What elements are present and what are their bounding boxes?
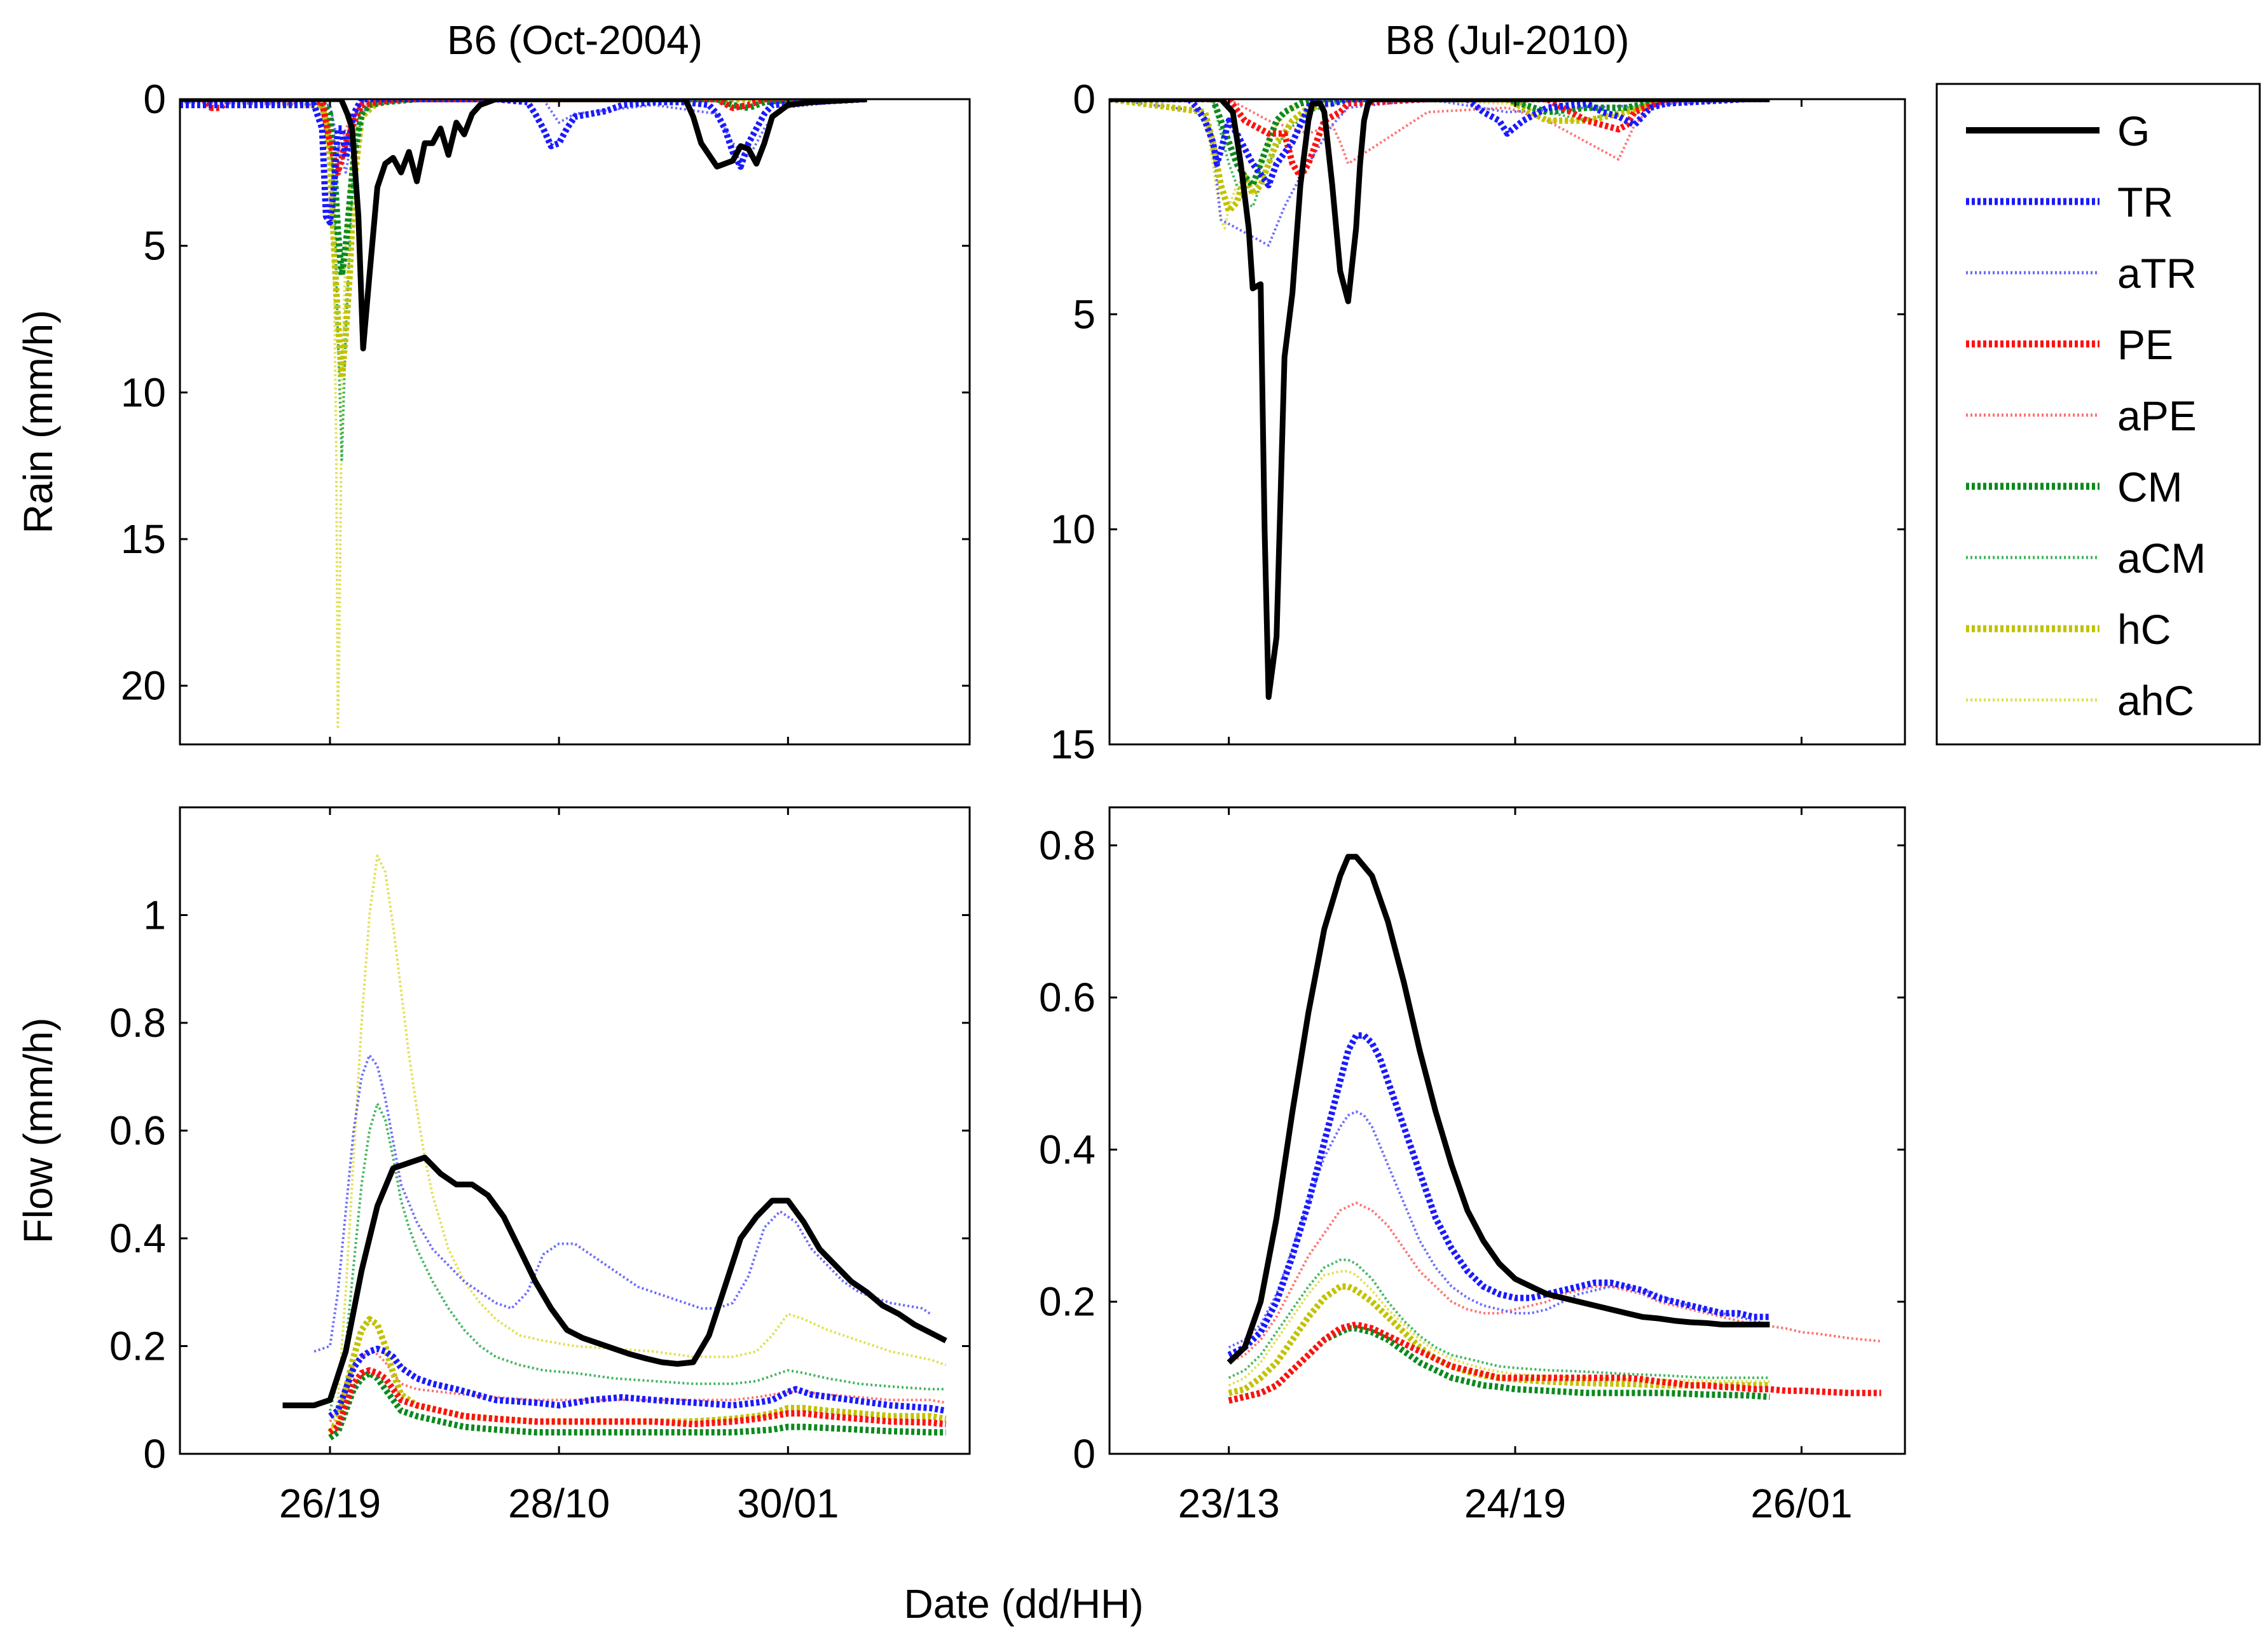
series-line-CM bbox=[328, 1369, 946, 1440]
x-tick-label: 26/19 bbox=[279, 1481, 381, 1526]
y-tick-label: 0 bbox=[1073, 1431, 1096, 1477]
legend-label-TR: TR bbox=[2117, 179, 2173, 226]
legend: G TR aTR PE aPE CM aCM hC ahC bbox=[1935, 83, 2261, 746]
series-line-PE bbox=[180, 99, 867, 176]
legend-label-PE: PE bbox=[2117, 321, 2173, 368]
y-tick-label: 10 bbox=[121, 369, 166, 415]
series-line-G bbox=[180, 99, 867, 352]
series-line-aPE bbox=[1228, 1201, 1881, 1364]
series-group bbox=[1110, 99, 1770, 701]
series-line-aTR bbox=[313, 1053, 931, 1353]
legend-label-aPE: aPE bbox=[2117, 392, 2197, 439]
series-line-PE bbox=[1110, 99, 1770, 180]
series-line-ahC bbox=[329, 854, 947, 1439]
series-group bbox=[1227, 854, 1881, 1404]
series-line-CM bbox=[1110, 99, 1770, 189]
legend-box bbox=[1935, 83, 2261, 746]
series-line-TR bbox=[180, 99, 867, 226]
y-tick-label: 5 bbox=[1073, 291, 1096, 337]
y-axis-title: Flow (mm/h) bbox=[15, 1018, 61, 1244]
plot-frame bbox=[1108, 98, 1906, 746]
series-line-PE bbox=[1228, 1321, 1881, 1404]
y-tick-label: 0.6 bbox=[109, 1108, 166, 1154]
y-tick-label: 0.2 bbox=[1039, 1279, 1096, 1325]
y-tick-label: 1 bbox=[143, 893, 166, 938]
y-tick-label: 15 bbox=[121, 516, 166, 562]
series-group bbox=[282, 854, 947, 1440]
panel-b6-rain: 0 5 10 15 20 B6 (Oct-2004) Rain (mm/h) bbox=[15, 17, 971, 746]
y-tick-label: 5 bbox=[143, 223, 166, 269]
panel-title: B8 (Jul-2010) bbox=[1385, 17, 1629, 63]
y-tick-label: 0 bbox=[1073, 76, 1096, 122]
series-line-TR bbox=[328, 1345, 947, 1419]
series-line-aTR bbox=[1228, 1110, 1770, 1349]
plot-frame bbox=[179, 98, 971, 746]
series-line-ahC bbox=[180, 99, 867, 729]
x-tick-label: 28/10 bbox=[508, 1481, 610, 1526]
panel-title: B6 (Oct-2004) bbox=[447, 17, 703, 63]
y-tick-label: 15 bbox=[1050, 722, 1096, 767]
series-line-TR bbox=[1110, 99, 1770, 189]
x-axis-title: Date (dd/HH) bbox=[904, 1581, 1144, 1627]
y-tick-label: 0.8 bbox=[1039, 823, 1096, 868]
x-tick-label: 23/13 bbox=[1178, 1481, 1280, 1526]
y-tick-label: 0.8 bbox=[109, 1000, 166, 1046]
series-line-aCM bbox=[1228, 1258, 1770, 1379]
legend-label-G: G bbox=[2117, 107, 2150, 154]
legend-label-hC: hC bbox=[2117, 606, 2171, 653]
series-line-TR bbox=[1227, 1032, 1770, 1358]
panel-b8-rain: 0 5 10 15 B8 (Jul-2010) bbox=[1050, 17, 1906, 767]
y-tick-label: 0 bbox=[143, 1431, 166, 1477]
y-tick-label: 0 bbox=[143, 76, 166, 122]
panel-b6-flow: 0 0.2 0.4 0.6 0.8 1 26/19 28/10 30/01 Flow (mm/h) bbox=[15, 806, 971, 1526]
series-line-G bbox=[1110, 99, 1770, 701]
y-tick-label: 0.2 bbox=[109, 1324, 166, 1369]
x-tick-label: 30/01 bbox=[737, 1481, 839, 1526]
series-line-CM bbox=[180, 99, 867, 278]
legend-label-aCM: aCM bbox=[2117, 535, 2206, 582]
legend-label-aTR: aTR bbox=[2117, 250, 2197, 297]
legend-label-CM: CM bbox=[2117, 463, 2183, 510]
plot-frame bbox=[1108, 806, 1906, 1455]
series-line-hC bbox=[1228, 1283, 1770, 1397]
series-line-ahC bbox=[1228, 1269, 1770, 1387]
y-tick-label: 10 bbox=[1050, 507, 1096, 552]
y-tick-label: 0.4 bbox=[1039, 1126, 1096, 1172]
panel-b8-flow: 0 0.2 0.4 0.6 0.8 23/13 24/19 26/01 bbox=[1039, 806, 1906, 1526]
series-line-hC bbox=[180, 99, 867, 381]
series-line-hC bbox=[1110, 99, 1770, 214]
plot-frame bbox=[179, 806, 971, 1455]
series-line-G bbox=[282, 1154, 947, 1409]
series-line-aPE bbox=[329, 1350, 947, 1423]
series-group bbox=[180, 99, 867, 729]
series-line-G bbox=[1227, 854, 1770, 1365]
series-line-PE bbox=[328, 1367, 947, 1435]
series-line-aCM bbox=[180, 99, 867, 462]
y-axis-title: Rain (mm/h) bbox=[15, 310, 61, 533]
x-tick-label: 26/01 bbox=[1750, 1481, 1852, 1526]
y-tick-label: 20 bbox=[121, 663, 166, 709]
y-tick-label: 0.4 bbox=[109, 1215, 166, 1261]
legend-label-ahC: ahC bbox=[2117, 677, 2194, 724]
y-tick-label: 0.6 bbox=[1039, 975, 1096, 1020]
series-line-CM bbox=[1228, 1325, 1770, 1404]
x-tick-label: 24/19 bbox=[1464, 1481, 1566, 1526]
series-line-aCM bbox=[329, 1102, 946, 1411]
